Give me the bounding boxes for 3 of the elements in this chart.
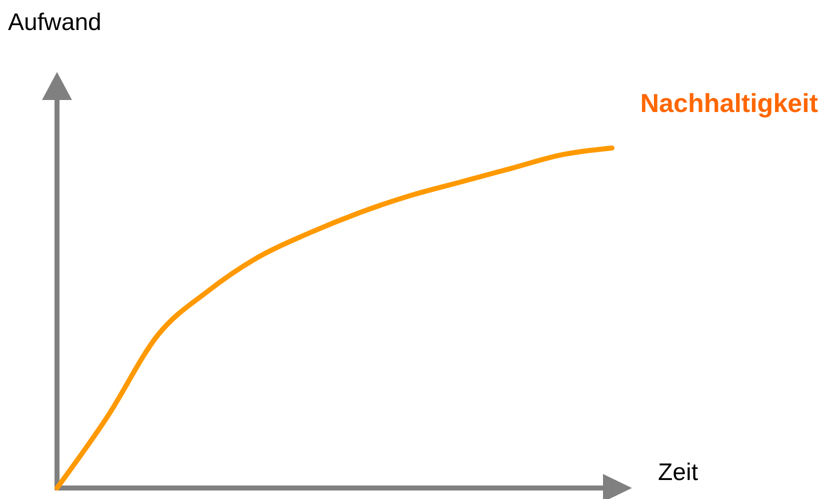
y-axis-title: Aufwand [8,9,102,36]
series-label: Nachhaltigkeit [640,88,818,118]
x-axis-title: Zeit [658,459,698,486]
